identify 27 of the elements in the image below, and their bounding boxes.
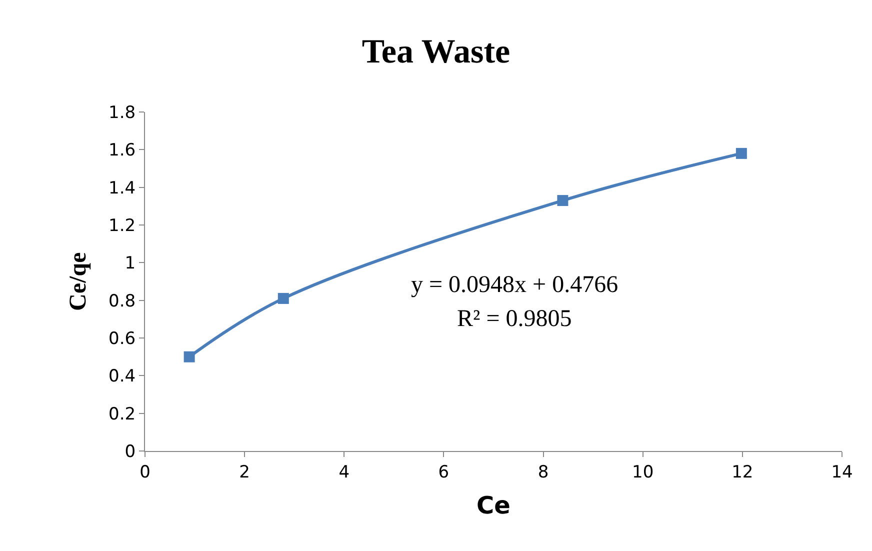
annotation: y = 0.0948x + 0.4766 [411, 272, 618, 298]
y-tick-label: 0.2 [108, 404, 136, 424]
point [184, 351, 195, 362]
y-tick-label: 1.6 [108, 140, 136, 161]
x-tick-label: 10 [632, 462, 654, 482]
y-tick-label: 1.2 [108, 216, 136, 236]
x-tick-label: 0 [140, 462, 150, 482]
x-tick-label: 8 [538, 462, 549, 482]
x-tick-label: 4 [338, 462, 350, 482]
y-axis-title: Ce/qe [66, 252, 92, 311]
y-tick-label: 1.8 [108, 102, 136, 123]
x-axis-title: Ce [476, 492, 510, 520]
y-tick-label: 1.4 [108, 178, 136, 198]
y-tick-label: 1 [124, 254, 136, 274]
y-tick-label: 0.6 [108, 328, 136, 349]
x-tick-label: 12 [732, 462, 754, 482]
y-tick-label: 0.8 [108, 291, 136, 312]
chart-title: Tea Waste [362, 33, 510, 70]
x-tick-label: 2 [239, 462, 250, 482]
y-tick-label: 0.4 [108, 366, 136, 387]
x-tick-label: 6 [438, 462, 450, 482]
x-tick-label: 14 [831, 462, 853, 482]
y-tick-label: 0 [124, 442, 136, 462]
point [557, 195, 568, 206]
annotation: R² = 0.9805 [457, 306, 572, 332]
point [278, 292, 289, 304]
point [736, 148, 747, 159]
